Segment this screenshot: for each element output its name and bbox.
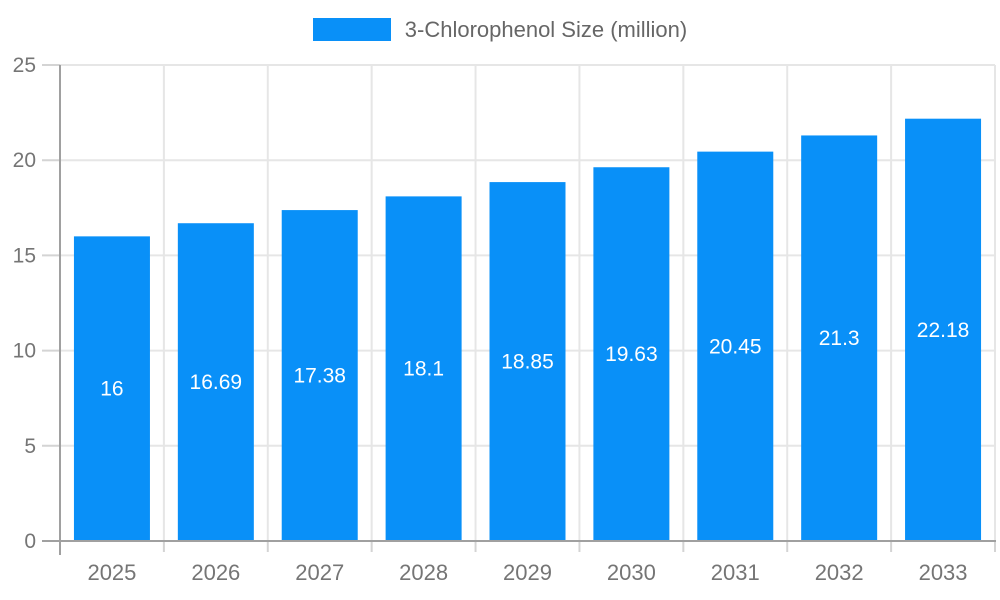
y-tick-label: 25 <box>13 54 36 77</box>
bar-value-label: 19.63 <box>605 343 658 366</box>
x-tick-label: 2030 <box>607 560 656 585</box>
x-tick-label: 2028 <box>399 560 448 585</box>
x-tick-label: 2033 <box>919 560 968 585</box>
bar-value-label: 16.69 <box>190 371 243 394</box>
legend-label: 3-Chlorophenol Size (million) <box>404 16 688 42</box>
bar-2033[interactable] <box>905 118 982 541</box>
legend[interactable]: 3-Chlorophenol Size (million) <box>0 18 1000 41</box>
bar-value-label: 17.38 <box>293 365 346 388</box>
legend-swatch <box>312 18 391 41</box>
y-tick-label: 0 <box>24 530 36 553</box>
y-tick-label: 15 <box>13 244 36 267</box>
bar-2029[interactable] <box>489 182 566 541</box>
bar-value-label: 18.1 <box>403 358 444 381</box>
bar-value-label: 20.45 <box>709 335 762 358</box>
bar-value-label: 16 <box>100 378 123 401</box>
x-tick-label: 2029 <box>503 560 552 585</box>
bar-2031[interactable] <box>697 151 774 541</box>
x-tick-label: 2032 <box>815 560 864 585</box>
bar-2030[interactable] <box>593 167 670 541</box>
bar-2025[interactable] <box>73 236 150 542</box>
x-tick-label: 2026 <box>191 560 240 585</box>
x-tick-label: 2027 <box>295 560 344 585</box>
bar-value-label: 21.3 <box>819 327 860 350</box>
y-tick-label: 10 <box>13 340 36 363</box>
bar-2032[interactable] <box>801 135 878 541</box>
bar-2027[interactable] <box>281 210 358 542</box>
bar-2026[interactable] <box>177 223 254 541</box>
x-tick-label: 2025 <box>87 560 136 585</box>
y-tick-label: 20 <box>13 149 36 172</box>
bar-value-label: 18.85 <box>501 351 554 374</box>
y-tick-label: 5 <box>24 435 36 458</box>
bar-2028[interactable] <box>385 196 462 541</box>
bar-value-label: 22.18 <box>917 319 970 342</box>
x-tick-label: 2031 <box>711 560 760 585</box>
